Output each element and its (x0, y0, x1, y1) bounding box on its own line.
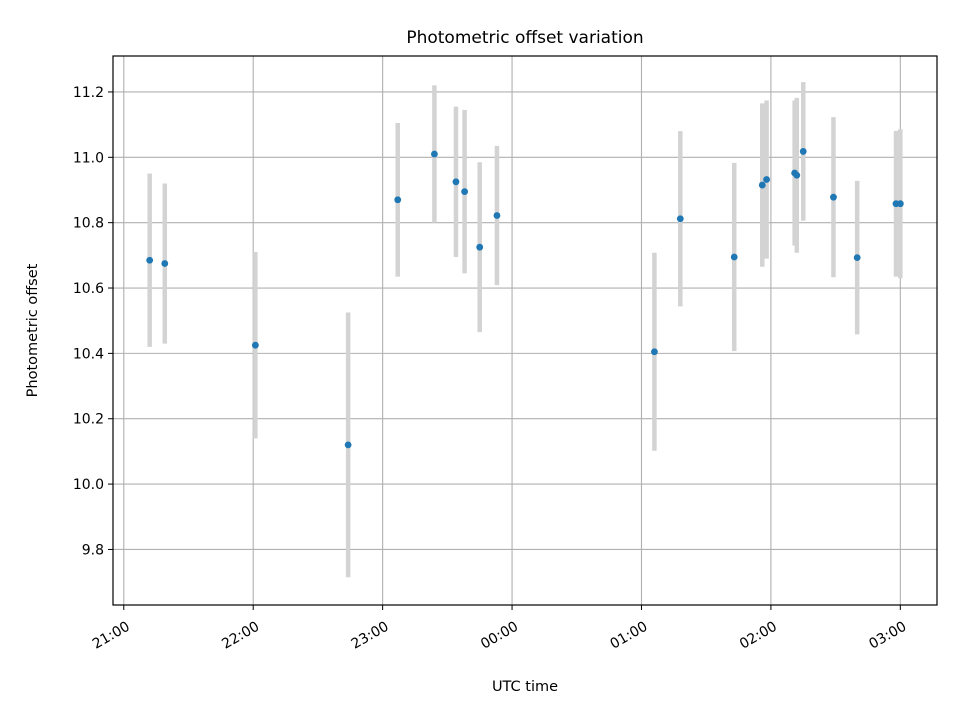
plot-frame (112, 55, 938, 606)
data-point (799, 148, 807, 155)
data-points (146, 148, 904, 449)
data-point (431, 150, 438, 158)
data-point (730, 253, 738, 261)
y-tick-label: 11.0 (73, 150, 104, 166)
data-point (763, 176, 770, 183)
y-tick-label: 10.0 (73, 477, 104, 493)
y-tick-label: 10.8 (73, 216, 104, 232)
y-tick-label: 10.4 (73, 346, 104, 362)
x-axis-title: UTC time (492, 679, 558, 695)
data-point (493, 212, 501, 219)
y-axis: 9.8 10.0 10.2 10.4 10.6 10.8 11.0 11.2 (73, 85, 113, 558)
data-point (853, 254, 861, 262)
data-point (146, 256, 154, 264)
data-point (251, 341, 259, 349)
data-point (452, 178, 460, 186)
y-axis-title: Photometric offset (25, 263, 41, 397)
data-point (476, 243, 484, 251)
y-tick-label: 10.6 (73, 281, 104, 297)
data-point (161, 260, 169, 267)
data-point (830, 193, 837, 201)
chart-title: Photometric offset variation (406, 28, 643, 48)
y-tick-label: 9.8 (82, 542, 104, 558)
y-tick-label: 11.2 (73, 85, 104, 101)
y-tick-label: 10.2 (73, 412, 104, 428)
data-point (896, 200, 904, 208)
data-point (651, 348, 658, 356)
data-point (394, 196, 402, 204)
data-point (344, 441, 352, 449)
grid (113, 56, 937, 605)
data-point (461, 188, 469, 196)
data-point (758, 181, 766, 189)
data-point (676, 215, 684, 223)
data-point (793, 171, 801, 179)
